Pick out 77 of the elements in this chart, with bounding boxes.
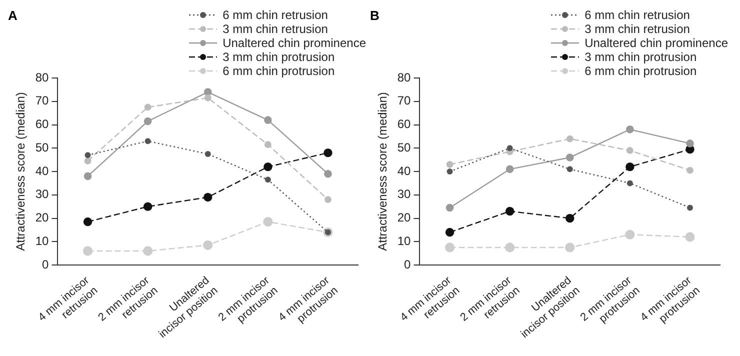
point xyxy=(626,126,634,134)
y-tick-label: 30 xyxy=(35,187,50,202)
y-tick-label: 20 xyxy=(397,210,412,225)
y-tick-label: 10 xyxy=(397,234,412,248)
point xyxy=(82,246,93,256)
y-tick-label: 0 xyxy=(42,257,50,272)
point xyxy=(204,150,211,157)
y-tick-label: 10 xyxy=(35,234,50,248)
y-tick-label: 60 xyxy=(35,117,50,132)
point xyxy=(686,140,694,148)
y-tick-label: 40 xyxy=(397,164,412,178)
y-tick-label: 40 xyxy=(35,164,50,178)
point xyxy=(444,242,455,252)
y-axis-title: Attractiveness score (median) xyxy=(376,92,390,251)
y-tick-label: 30 xyxy=(397,187,412,202)
legend-label: 6 mm chin protrusion xyxy=(584,64,697,78)
y-tick-label: 0 xyxy=(404,257,412,272)
point xyxy=(566,154,574,162)
point xyxy=(445,228,454,237)
y-tick-label: 50 xyxy=(397,140,412,154)
point xyxy=(204,192,212,202)
point xyxy=(506,145,513,152)
point xyxy=(625,230,635,240)
point xyxy=(263,216,273,227)
y-tick-label: 60 xyxy=(397,117,412,132)
point xyxy=(143,202,152,211)
point xyxy=(446,204,454,212)
chart-title: B xyxy=(370,8,380,23)
point xyxy=(324,196,332,204)
point xyxy=(626,147,634,154)
point xyxy=(84,172,92,180)
point xyxy=(505,242,515,252)
point xyxy=(144,104,152,111)
point xyxy=(203,240,213,250)
legend-label: 6 mm chin retrusion xyxy=(584,8,690,22)
point xyxy=(566,166,573,172)
point xyxy=(626,180,633,186)
point xyxy=(685,232,695,242)
legend-label: Unaltered chin prominence xyxy=(584,36,728,50)
legend-label: 3 mm chin retrusion xyxy=(584,22,690,36)
y-tick-label: 80 xyxy=(397,70,412,84)
y-axis-title: Attractiveness score (median) xyxy=(14,92,28,251)
point xyxy=(324,148,332,158)
legend-label: Unaltered chin prominence xyxy=(222,36,366,50)
point xyxy=(144,117,152,126)
point xyxy=(324,170,332,178)
point xyxy=(264,141,272,148)
point xyxy=(264,162,272,172)
y-tick-label: 50 xyxy=(35,140,50,154)
legend-label: 6 mm chin retrusion xyxy=(222,8,328,22)
point xyxy=(143,246,153,256)
point xyxy=(566,135,574,142)
point xyxy=(84,152,91,158)
y-tick-label: 20 xyxy=(35,210,50,225)
point xyxy=(264,116,272,124)
y-tick-label: 80 xyxy=(35,70,50,84)
point xyxy=(446,168,453,175)
point xyxy=(84,158,92,164)
legend-label: 3 mm chin protrusion xyxy=(584,50,697,64)
legend-label: 3 mm chin retrusion xyxy=(222,22,328,36)
point xyxy=(686,204,693,211)
point xyxy=(446,161,454,168)
point xyxy=(565,242,575,252)
point xyxy=(204,94,212,102)
point xyxy=(686,166,694,174)
y-tick-label: 70 xyxy=(397,94,412,108)
legend-label: 6 mm chin protrusion xyxy=(222,64,335,78)
y-tick-label: 70 xyxy=(35,94,50,108)
point xyxy=(506,165,514,174)
point xyxy=(626,162,634,172)
point xyxy=(83,217,92,226)
point xyxy=(505,206,514,216)
legend-label: 3 mm chin protrusion xyxy=(222,50,335,64)
point xyxy=(144,138,151,144)
chart-title: A xyxy=(8,8,18,23)
point xyxy=(566,214,574,223)
point xyxy=(264,176,271,183)
